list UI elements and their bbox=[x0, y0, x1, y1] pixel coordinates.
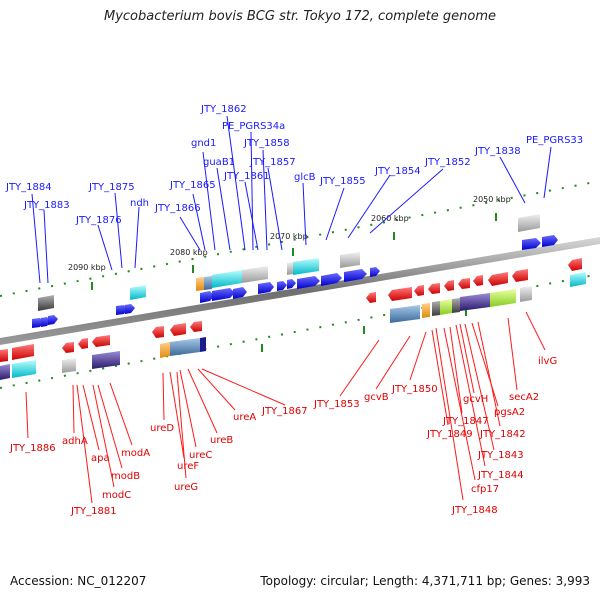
gene-label-JTY_1852[interactable]: JTY_1852 bbox=[424, 157, 471, 168]
gene-label-JTY_1884[interactable]: JTY_1884 bbox=[5, 182, 52, 193]
tick-label-2050: 2050 kbp bbox=[473, 195, 511, 204]
gene-label-JTY_1847[interactable]: JTY_1847 bbox=[442, 416, 489, 427]
gene-label-JTY_1844[interactable]: JTY_1844 bbox=[477, 470, 524, 481]
tick-label-2060: 2060 kbp bbox=[371, 214, 409, 223]
gene-label-adhA[interactable]: adhA bbox=[62, 436, 88, 447]
gene-label-JTY_1858[interactable]: JTY_1858 bbox=[243, 138, 290, 149]
gene-label-pgsA2[interactable]: pgsA2 bbox=[494, 407, 525, 418]
gene-label-ureC[interactable]: ureC bbox=[189, 450, 212, 461]
gene-label-JTY_1875[interactable]: JTY_1875 bbox=[88, 182, 135, 193]
gene-label-PE_PGRS34a[interactable]: PE_PGRS34a bbox=[222, 121, 285, 132]
gene-label-ureG[interactable]: ureG bbox=[174, 482, 198, 493]
gene-label-modA[interactable]: modA bbox=[121, 448, 150, 459]
gene-label-JTY_1883[interactable]: JTY_1883 bbox=[23, 200, 70, 211]
page-title: Mycobacterium bovis BCG str. Tokyo 172, … bbox=[104, 9, 496, 24]
gene-label-glcB[interactable]: glcB bbox=[294, 172, 316, 183]
gene-label-JTY_1886[interactable]: JTY_1886 bbox=[9, 443, 56, 454]
forward-feature-blocks bbox=[38, 214, 540, 311]
gene-label-JTY_1862[interactable]: JTY_1862 bbox=[200, 104, 247, 115]
reverse-genes bbox=[0, 258, 582, 362]
tick-label-2070: 2070 kbp bbox=[270, 232, 308, 241]
reverse-labels: JTY_1886 adhA apa JTY_1881 modB modC mod… bbox=[9, 356, 557, 517]
gene-label-JTY_1854[interactable]: JTY_1854 bbox=[374, 166, 421, 177]
gene-label-JTY_1842[interactable]: JTY_1842 bbox=[479, 429, 526, 440]
gene-label-JTY_1866[interactable]: JTY_1866 bbox=[154, 203, 201, 214]
gene-label-JTY_1881[interactable]: JTY_1881 bbox=[70, 506, 117, 517]
gene-label-modB[interactable]: modB bbox=[111, 471, 140, 482]
gene-label-ureF[interactable]: ureF bbox=[177, 461, 199, 472]
gene-label-JTY_1855[interactable]: JTY_1855 bbox=[319, 176, 366, 187]
genome-backbone bbox=[0, 237, 600, 345]
reverse-feature-blocks bbox=[0, 272, 586, 380]
gene-label-ilvG[interactable]: ilvG bbox=[538, 356, 557, 367]
forward-leader-lines bbox=[31, 115, 552, 284]
tick-label-2090: 2090 kbp bbox=[68, 263, 106, 272]
gene-label-cfp17[interactable]: cfp17 bbox=[471, 484, 499, 495]
accession-text: Accession: NC_012207 bbox=[10, 574, 147, 588]
gene-label-JTY_1867[interactable]: JTY_1867 bbox=[261, 406, 308, 417]
gene-label-JTY_1857[interactable]: JTY_1857 bbox=[249, 157, 296, 168]
gene-label-guaB1[interactable]: guaB1 bbox=[203, 157, 235, 168]
gene-label-JTY_1876[interactable]: JTY_1876 bbox=[75, 215, 122, 226]
gene-label-modC[interactable]: modC bbox=[102, 490, 131, 501]
gene-label-ndh[interactable]: ndh bbox=[130, 198, 149, 209]
gene-label-apa[interactable]: apa bbox=[91, 453, 110, 464]
gene-label-ureD[interactable]: ureD bbox=[150, 423, 174, 434]
gene-label-JTY_1853[interactable]: JTY_1853 bbox=[313, 399, 360, 410]
gene-label-ureB[interactable]: ureB bbox=[210, 435, 233, 446]
gene-label-JTY_1849[interactable]: JTY_1849 bbox=[426, 429, 473, 440]
forward-genes bbox=[32, 235, 558, 328]
reverse-leader-lines bbox=[25, 311, 546, 504]
topology-text: Topology: circular; Length: 4,371,711 bp… bbox=[260, 574, 590, 588]
gene-label-gnd1[interactable]: gnd1 bbox=[191, 138, 216, 149]
gene-label-JTY_1850[interactable]: JTY_1850 bbox=[391, 384, 438, 395]
gene-label-JTY_1865[interactable]: JTY_1865 bbox=[169, 180, 216, 191]
tick-label-2080: 2080 kbp bbox=[170, 248, 208, 257]
gene-label-secA2[interactable]: secA2 bbox=[509, 392, 539, 403]
gene-label-PE_PGRS33[interactable]: PE_PGRS33 bbox=[526, 135, 583, 146]
gene-label-JTY_1843[interactable]: JTY_1843 bbox=[477, 450, 524, 461]
gene-label-gcvH[interactable]: gcvH bbox=[463, 394, 488, 405]
gene-label-gcvB[interactable]: gcvB bbox=[364, 392, 389, 403]
gene-label-ureA[interactable]: ureA bbox=[233, 412, 256, 423]
gene-label-JTY_1848[interactable]: JTY_1848 bbox=[451, 505, 498, 516]
gene-label-JTY_1861[interactable]: JTY_1861 bbox=[223, 171, 270, 182]
forward-labels: JTY_1884 JTY_1883 JTY_1876 JTY_1875 ndh … bbox=[5, 104, 583, 226]
gene-label-JTY_1838[interactable]: JTY_1838 bbox=[474, 146, 521, 157]
